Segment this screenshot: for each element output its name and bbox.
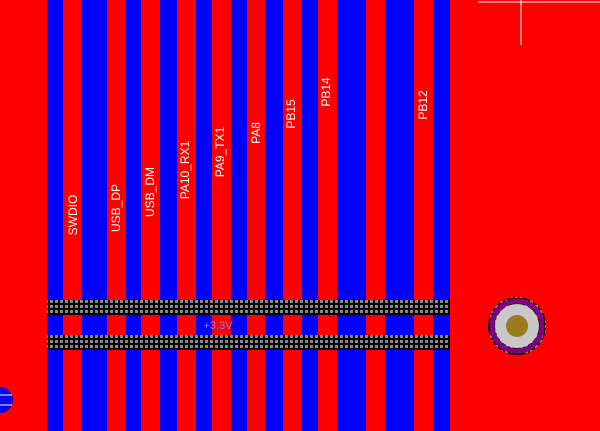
net-label: USB_DP xyxy=(109,184,123,232)
trace xyxy=(82,0,107,431)
net-label: PA10_RX1 xyxy=(178,140,192,199)
trace xyxy=(302,0,318,431)
trace xyxy=(337,0,366,431)
net-label: PA8 xyxy=(249,122,263,144)
trace xyxy=(160,0,177,431)
net-label: PB12 xyxy=(416,90,430,120)
labels: SWDIO USB_DP USB_DM PA10_RX1 PA9_TX1 PA8… xyxy=(66,77,430,332)
via-hole xyxy=(506,315,528,337)
trace xyxy=(433,0,450,431)
trace xyxy=(265,0,283,431)
net-label: USB_DM xyxy=(143,167,157,217)
trace xyxy=(231,0,247,431)
pad xyxy=(0,387,13,413)
trace xyxy=(385,0,414,431)
net-label: PA9_TX1 xyxy=(213,126,227,177)
trace xyxy=(126,0,141,431)
net-label: PB15 xyxy=(284,99,298,129)
power-label: +3.3V xyxy=(203,320,233,332)
via-ring xyxy=(489,298,545,354)
trace xyxy=(196,0,212,431)
keepout-band xyxy=(47,335,450,350)
keepout-band xyxy=(47,300,450,315)
via xyxy=(488,297,546,355)
traces xyxy=(47,0,450,431)
trace xyxy=(47,0,63,431)
net-label: SWDIO xyxy=(66,195,80,236)
net-label: PB14 xyxy=(319,77,333,107)
